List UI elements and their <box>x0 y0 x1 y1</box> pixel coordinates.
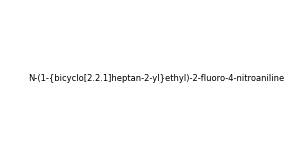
Text: N-(1-{bicyclo[2.2.1]heptan-2-yl}ethyl)-2-fluoro-4-nitroaniline: N-(1-{bicyclo[2.2.1]heptan-2-yl}ethyl)-2… <box>28 74 285 83</box>
